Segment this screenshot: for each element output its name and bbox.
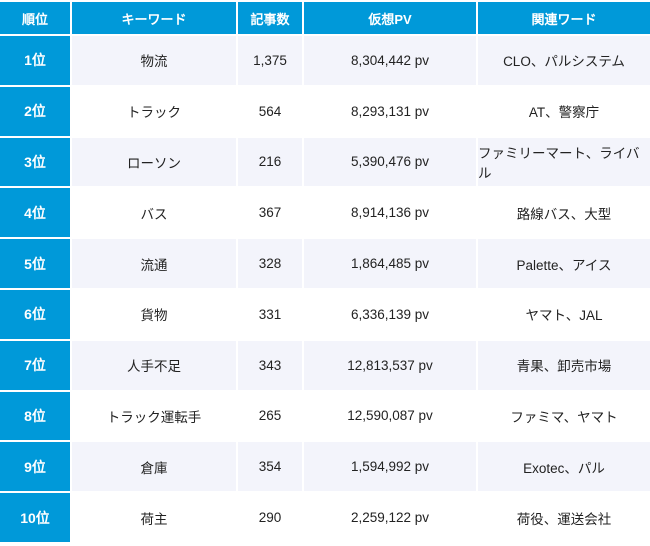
keyword-cell: 倉庫 — [72, 442, 236, 492]
article-count-cell: 343 — [238, 340, 302, 390]
keyword-cell: 流通 — [72, 239, 236, 288]
article-count-cell: 367 — [238, 188, 302, 238]
rank-cell: 7位 — [0, 340, 70, 390]
header-related-words: 関連ワード — [478, 2, 650, 34]
article-count-cell: 328 — [238, 239, 302, 288]
keyword-cell: 荷主 — [72, 493, 236, 542]
rank-cell: 10位 — [0, 493, 70, 542]
virtual-pv-cell: 1,864,485 pv — [304, 239, 476, 288]
keyword-cell: トラック運転手 — [72, 391, 236, 441]
keyword-cell: 物流 — [72, 36, 236, 85]
article-count-cell: 216 — [238, 137, 302, 187]
rank-cell: 9位 — [0, 442, 70, 492]
virtual-pv-cell: 12,813,537 pv — [304, 340, 476, 390]
article-count-cell: 564 — [238, 86, 302, 136]
related-words-cell: ファミリーマート、ライバル — [478, 137, 650, 187]
rank-cell: 1位 — [0, 36, 70, 85]
related-words-cell: ファミマ、ヤマト — [478, 391, 650, 441]
keyword-cell: 人手不足 — [72, 340, 236, 390]
related-words-cell: 荷役、運送会社 — [478, 493, 650, 542]
rank-cell: 3位 — [0, 137, 70, 187]
header-virtual-pv: 仮想PV — [304, 2, 476, 34]
keyword-cell: 貨物 — [72, 289, 236, 339]
virtual-pv-cell: 8,304,442 pv — [304, 36, 476, 85]
rank-cell: 5位 — [0, 239, 70, 288]
header-keyword: キーワード — [72, 2, 236, 34]
virtual-pv-cell: 8,293,131 pv — [304, 86, 476, 136]
related-words-cell: ヤマト、JAL — [478, 289, 650, 339]
keyword-cell: ローソン — [72, 137, 236, 187]
related-words-cell: Exotec、パル — [478, 442, 650, 492]
related-words-cell: 路線バス、大型 — [478, 188, 650, 238]
article-count-cell: 331 — [238, 289, 302, 339]
rank-cell: 2位 — [0, 86, 70, 136]
virtual-pv-cell: 12,590,087 pv — [304, 391, 476, 441]
related-words-cell: Palette、アイス — [478, 239, 650, 288]
virtual-pv-cell: 8,914,136 pv — [304, 188, 476, 238]
related-words-cell: 青果、卸売市場 — [478, 340, 650, 390]
related-words-cell: CLO、パルシステム — [478, 36, 650, 85]
rank-cell: 8位 — [0, 391, 70, 441]
keyword-cell: トラック — [72, 86, 236, 136]
virtual-pv-cell: 5,390,476 pv — [304, 137, 476, 187]
virtual-pv-cell: 2,259,122 pv — [304, 493, 476, 542]
header-article-count: 記事数 — [238, 2, 302, 34]
virtual-pv-cell: 1,594,992 pv — [304, 442, 476, 492]
rank-cell: 6位 — [0, 289, 70, 339]
rank-cell: 4位 — [0, 188, 70, 238]
article-count-cell: 290 — [238, 493, 302, 542]
related-words-cell: AT、警察庁 — [478, 86, 650, 136]
header-rank: 順位 — [0, 2, 70, 34]
article-count-cell: 1,375 — [238, 36, 302, 85]
article-count-cell: 354 — [238, 442, 302, 492]
virtual-pv-cell: 6,336,139 pv — [304, 289, 476, 339]
keyword-cell: バス — [72, 188, 236, 238]
article-count-cell: 265 — [238, 391, 302, 441]
